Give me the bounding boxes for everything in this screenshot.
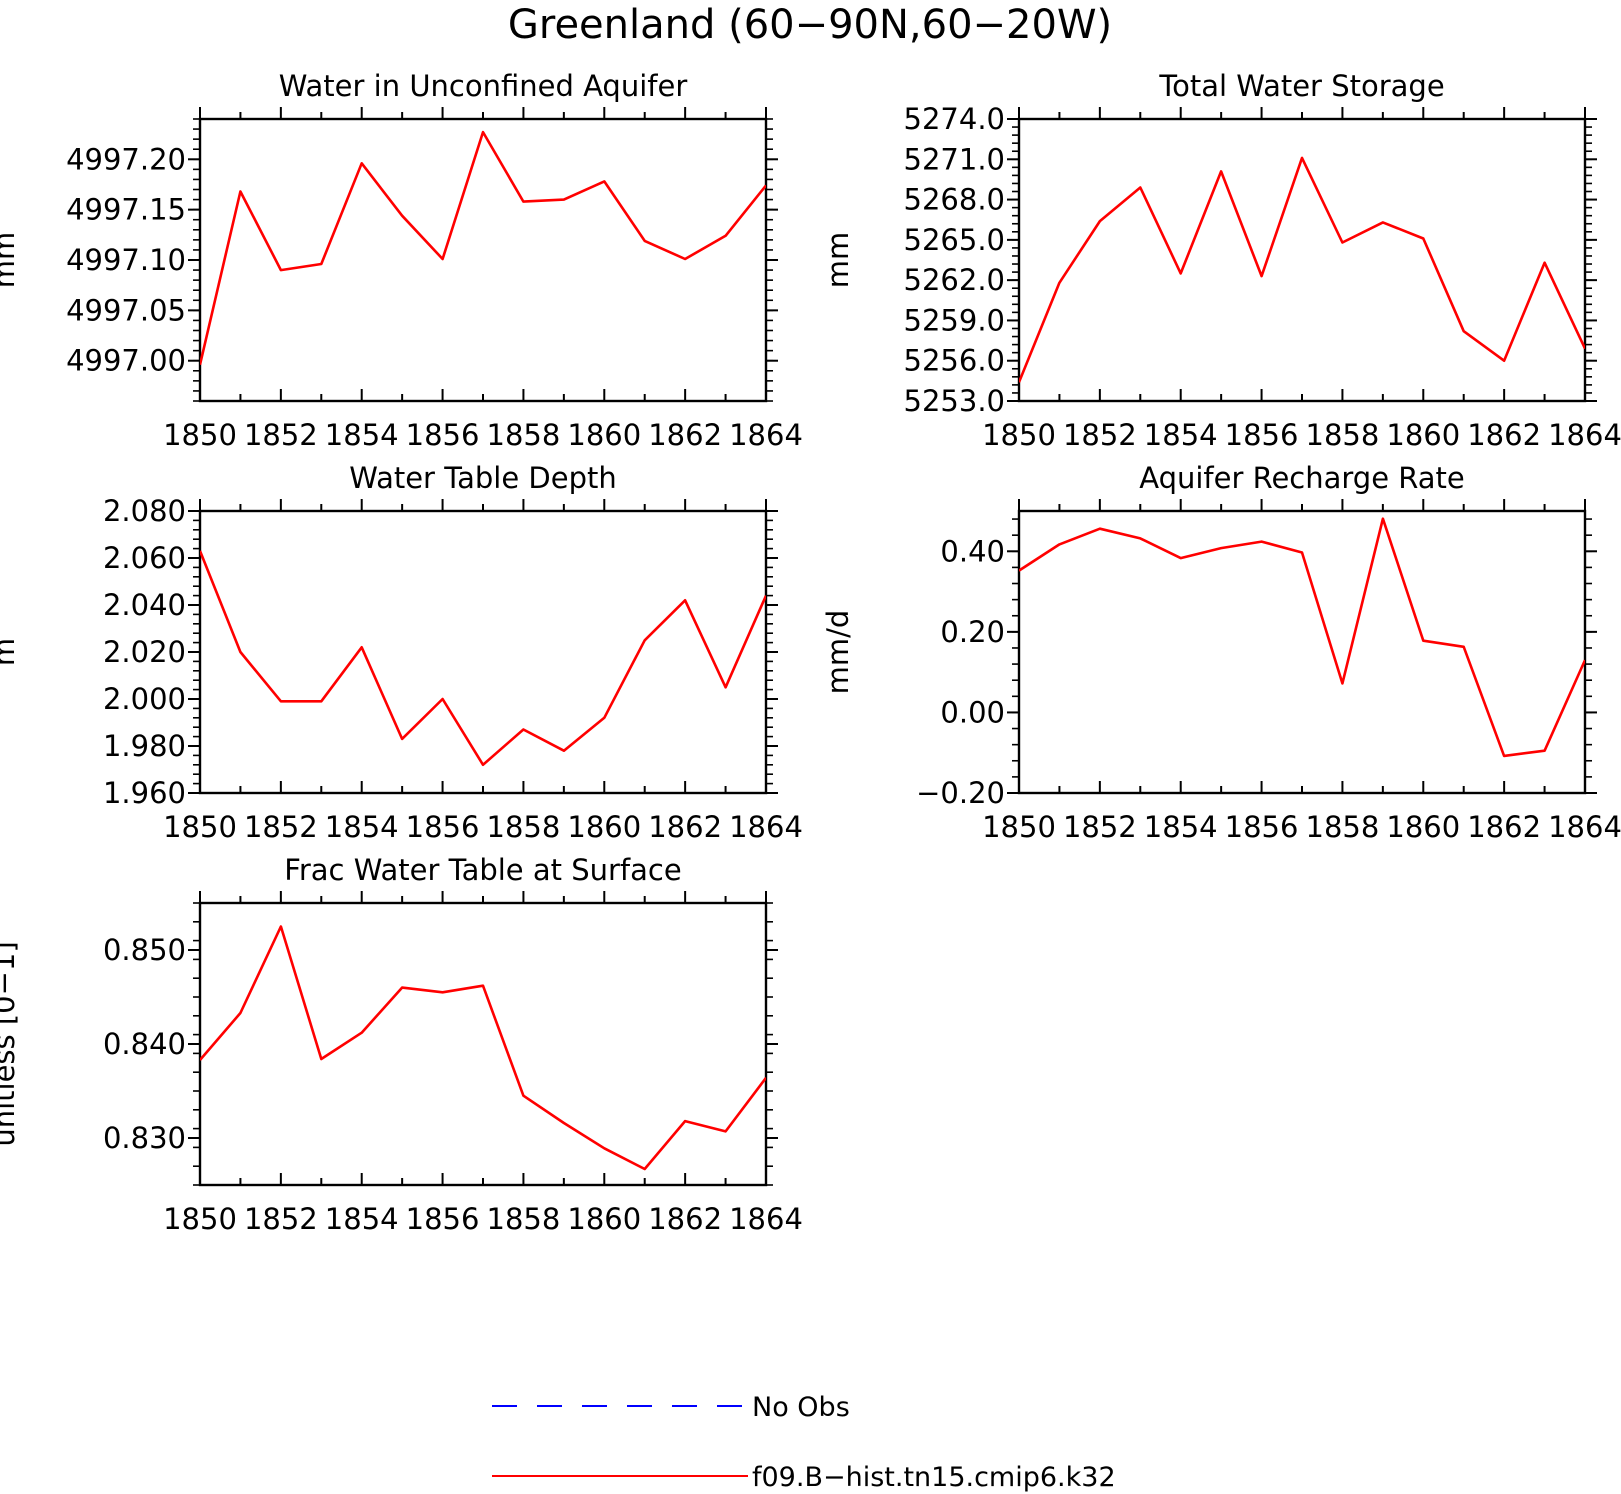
chart-title: Frac Water Table at Surface (284, 853, 681, 887)
y-tick-label: 2.000 (103, 682, 186, 716)
y-tick-label: 5262.0 (904, 263, 1005, 297)
series-line (200, 925, 766, 1171)
x-tick-label: 1858 (487, 418, 561, 452)
y-tick-label: 5268.0 (904, 183, 1005, 217)
y-axis-label: mm (0, 232, 21, 289)
y-tick-label: 5253.0 (904, 384, 1005, 418)
y-tick-label: 0.850 (103, 933, 186, 967)
legend-label: f09.B−hist.tn15.cmip6.k32 (752, 1462, 1116, 1493)
chart-panels: 1850 1852 1854 1856 1858 1860 1862 18644997.004… (0, 69, 1621, 1236)
x-tick-label: 1862 (1467, 418, 1541, 452)
x-tick-label: 1854 (325, 1202, 399, 1236)
y-axis-label: mm/d (821, 610, 855, 695)
x-tick-label: 1852 (1063, 810, 1137, 844)
x-tick-label: 1856 (1225, 418, 1299, 452)
x-tick-label: 1856 (1225, 810, 1299, 844)
page-title: Greenland (60−90N,60−20W) (508, 2, 1112, 48)
x-tick-label: 1854 (1144, 418, 1218, 452)
legend-label: No Obs (752, 1392, 850, 1423)
y-tick-label: 4997.20 (66, 142, 186, 176)
x-tick-label: 1850 (163, 1202, 237, 1236)
y-tick-label: 4997.00 (66, 344, 186, 378)
y-tick-label: 0.830 (103, 1121, 186, 1155)
x-tick-label: 1858 (487, 1202, 561, 1236)
x-tick-label: 1860 (1386, 418, 1460, 452)
x-tick-label: 1852 (244, 810, 318, 844)
chart-title: Aquifer Recharge Rate (1139, 461, 1465, 495)
x-tick-label: 1860 (1386, 810, 1460, 844)
series-line (1019, 156, 1585, 383)
y-tick-label: 2.080 (103, 494, 186, 528)
x-tick-label: 1856 (406, 418, 480, 452)
series-line (1019, 517, 1585, 758)
x-tick-label: 1864 (729, 418, 803, 452)
x-tick-label: 1852 (1063, 418, 1137, 452)
y-tick-label: 5259.0 (904, 303, 1005, 337)
y-tick-label: 5274.0 (904, 102, 1005, 136)
y-tick-label: 2.040 (103, 588, 186, 622)
chart-panel-3: 1850 1852 1854 1856 1858 1860 1862 1864 1.960 1.9… (0, 461, 803, 844)
x-tick-label: 1852 (244, 418, 318, 452)
y-axis-label: m (0, 638, 21, 666)
y-tick-label: 5271.0 (904, 142, 1005, 176)
x-tick-label: 1854 (325, 418, 399, 452)
chart-title: Water Table Depth (349, 461, 617, 495)
series-line (200, 130, 766, 365)
x-tick-label: 1854 (1144, 810, 1218, 844)
y-axis-label: mm (821, 232, 855, 289)
x-tick-label: 1856 (406, 1202, 480, 1236)
y-tick-label: 2.020 (103, 635, 186, 669)
legend: No Obs f09.B−hist.tn15.cmip6.k32 (492, 1392, 1116, 1493)
y-tick-label: 1.980 (103, 729, 186, 763)
chart-panel-5: 1850 1852 1854 1856 1858 1860 1862 1864 0.830 0.8… (0, 853, 803, 1236)
x-tick-label: 1860 (567, 1202, 641, 1236)
y-axis-label: unitless [0−1] (0, 941, 21, 1146)
chart-panel-2: 1850 1852 1854 1856 1858 1860 1862 1864 5253.0 52… (821, 69, 1621, 452)
x-tick-label: 1864 (1548, 810, 1621, 844)
y-tick-label: 4997.15 (66, 193, 186, 227)
y-tick-label: −0.20 (916, 776, 1005, 810)
chart-panel-4: 1850 1852 1854 1856 1858 1860 1862 1864 −0.20 0.0… (821, 461, 1621, 844)
x-tick-label: 1862 (648, 810, 722, 844)
x-tick-label: 1862 (648, 1202, 722, 1236)
x-tick-label: 1858 (1306, 418, 1380, 452)
series-line (200, 550, 766, 767)
y-tick-label: 4997.05 (66, 293, 186, 327)
plot-frame (198, 117, 768, 403)
x-tick-label: 1856 (406, 810, 480, 844)
x-tick-label: 1862 (648, 418, 722, 452)
x-tick-label: 1864 (1548, 418, 1621, 452)
y-tick-label: 5256.0 (904, 344, 1005, 378)
x-tick-label: 1860 (567, 810, 641, 844)
chart-title: Total Water Storage (1158, 69, 1444, 103)
y-tick-label: 0.00 (940, 695, 1005, 729)
x-tick-label: 1860 (567, 418, 641, 452)
y-tick-label: 0.20 (940, 615, 1005, 649)
x-tick-label: 1850 (982, 810, 1056, 844)
x-tick-label: 1850 (163, 810, 237, 844)
x-tick-label: 1862 (1467, 810, 1541, 844)
x-tick-label: 1858 (487, 810, 561, 844)
x-tick-label: 1854 (325, 810, 399, 844)
y-tick-label: 2.060 (103, 541, 186, 575)
x-tick-label: 1864 (729, 1202, 803, 1236)
chart-title: Water in Unconfined Aquifer (279, 69, 688, 103)
y-tick-label: 5265.0 (904, 223, 1005, 257)
plot-frame (198, 509, 768, 795)
x-tick-label: 1864 (729, 810, 803, 844)
chart-panel-1: 1850 1852 1854 1856 1858 1860 1862 1864 4997.00 4… (0, 69, 803, 452)
plot-frame (198, 901, 768, 1187)
x-tick-label: 1852 (244, 1202, 318, 1236)
x-tick-label: 1858 (1306, 810, 1380, 844)
y-tick-label: 1.960 (103, 776, 186, 810)
x-tick-label: 1850 (163, 418, 237, 452)
y-tick-label: 0.40 (940, 534, 1005, 568)
x-tick-label: 1850 (982, 418, 1056, 452)
y-tick-label: 0.840 (103, 1027, 186, 1061)
y-tick-label: 4997.10 (66, 243, 186, 277)
